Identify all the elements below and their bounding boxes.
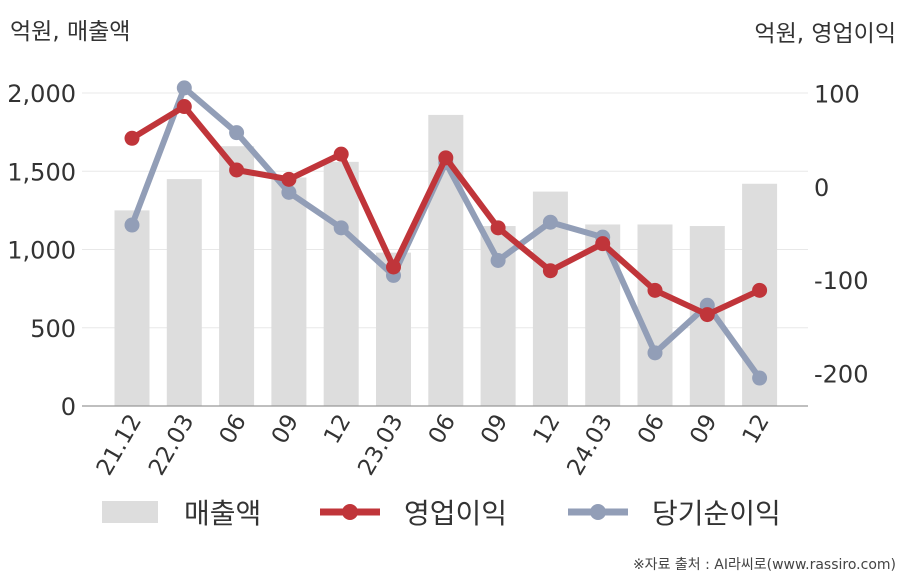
source-note: ※자료 출처 : AI라씨로(www.rassiro.com): [632, 557, 896, 573]
x-tick-label: 09: [685, 410, 722, 448]
point-operating-profit: [752, 282, 768, 298]
point-operating-profit: [386, 259, 401, 275]
bar-sales: [271, 177, 307, 406]
series-lines: [124, 80, 768, 386]
point-net-income: [281, 184, 297, 200]
combo-chart: 0 500 1,000 1,500 2,000 -200 -100 0 100 21.1222…: [7, 80, 868, 480]
x-tick-label: 06: [424, 410, 461, 448]
point-operating-profit: [647, 282, 663, 298]
legend-swatch-operating-profit: [320, 504, 380, 520]
legend-item-net-income: 당기순이익: [566, 492, 781, 532]
point-net-income: [752, 370, 768, 386]
left-tick-label: 1,500: [7, 158, 76, 186]
point-net-income: [333, 220, 349, 236]
point-operating-profit: [124, 130, 140, 146]
bar-sales: [166, 179, 202, 406]
legend-item-operating-profit: 영업이익: [318, 492, 507, 532]
x-tick-label: 24.03: [562, 410, 617, 480]
legend-item-sales: 매출액: [102, 492, 261, 532]
point-operating-profit: [595, 236, 611, 252]
x-tick-label: 12: [528, 410, 565, 448]
point-operating-profit: [281, 171, 297, 187]
left-tick-label: 0: [61, 393, 76, 421]
right-tick-label: 0: [814, 174, 829, 202]
legend-swatch-net-income: [568, 504, 628, 520]
left-tick-label: 500: [30, 315, 76, 343]
point-net-income: [229, 125, 245, 141]
bar-sales: [637, 224, 673, 406]
x-tick-label: 21.12: [92, 410, 147, 480]
right-axis-title: 억원, 영업이익: [754, 21, 896, 47]
x-tick-label: 12: [319, 410, 356, 448]
point-operating-profit: [699, 307, 715, 323]
legend-swatch-sales: [102, 501, 158, 523]
bar-sales: [323, 161, 359, 406]
right-tick-label: -100: [814, 267, 868, 295]
x-tick-label: 06: [215, 410, 252, 448]
point-net-income: [647, 345, 663, 361]
x-tick-label: 09: [476, 410, 513, 448]
legend-label-net-income: 당기순이익: [652, 497, 781, 530]
point-operating-profit: [438, 150, 454, 166]
point-net-income: [542, 214, 558, 230]
point-operating-profit: [542, 263, 558, 279]
x-tick-label: 12: [738, 410, 775, 448]
point-net-income: [124, 217, 140, 233]
point-operating-profit: [490, 220, 506, 236]
left-tick-label: 2,000: [7, 80, 76, 108]
legend-label-operating-profit: 영업이익: [404, 497, 508, 530]
right-axis-ticks: -200 -100 0 100: [814, 81, 868, 389]
point-net-income: [176, 80, 192, 96]
left-axis-ticks: 0 500 1,000 1,500 2,000: [7, 80, 76, 421]
x-tick-label: 09: [267, 410, 304, 448]
right-tick-label: -200: [814, 360, 868, 388]
point-net-income: [490, 252, 506, 268]
bar-sales: [114, 210, 150, 406]
left-tick-label: 1,000: [7, 237, 76, 265]
point-operating-profit: [176, 99, 192, 115]
bar-sales: [219, 146, 255, 406]
legend-label-sales: 매출액: [184, 497, 262, 530]
x-tick-label: 23.03: [353, 410, 408, 480]
right-tick-label: 100: [814, 81, 860, 109]
point-operating-profit: [229, 162, 245, 178]
bars-sales: [114, 114, 778, 406]
left-axis-title: 억원, 매출액: [10, 19, 131, 45]
point-operating-profit: [333, 146, 349, 162]
x-tick-label: 22.03: [144, 410, 199, 480]
x-tick-label: 06: [633, 410, 670, 448]
